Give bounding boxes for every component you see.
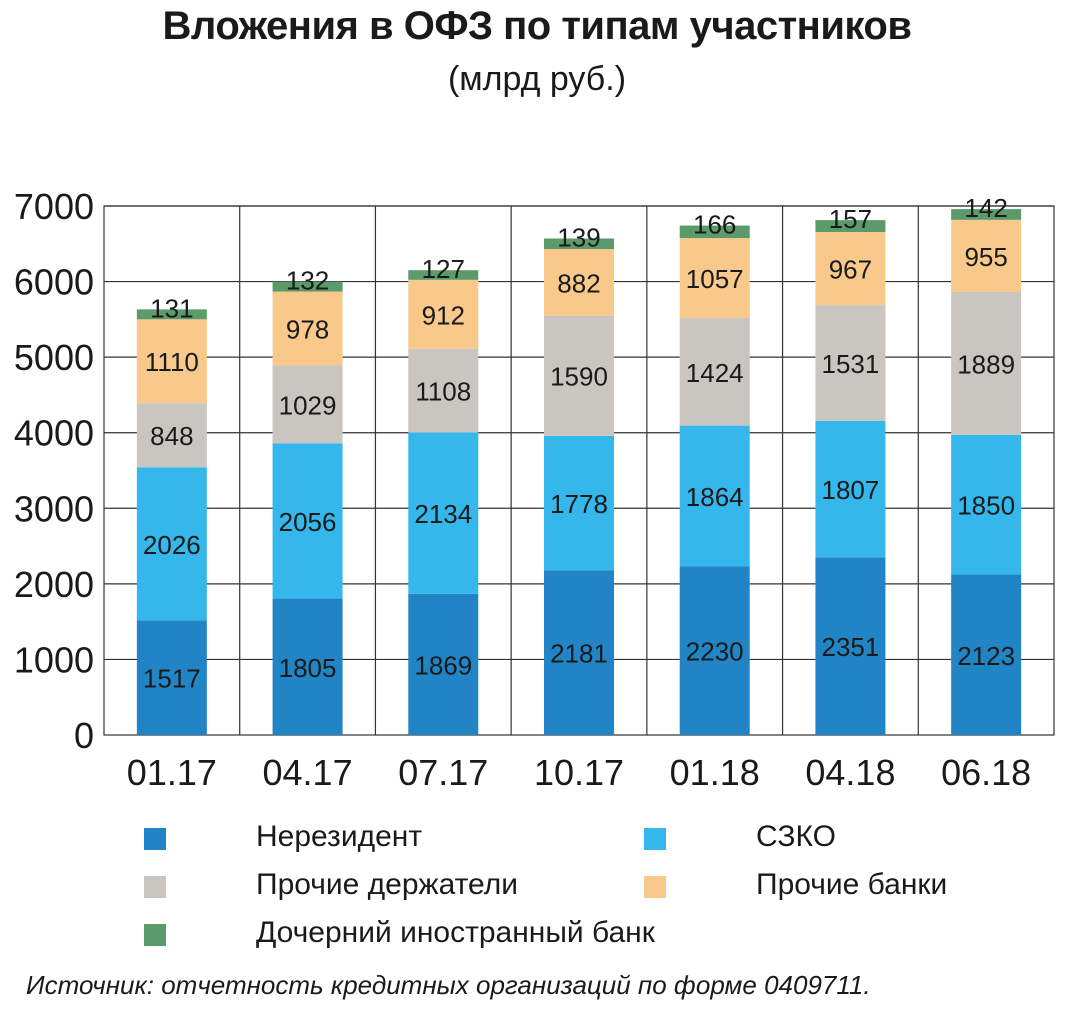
data-label: 1517 xyxy=(143,664,201,694)
data-label: 131 xyxy=(150,293,193,323)
y-tick-label: 3000 xyxy=(14,488,94,529)
bar-segment xyxy=(136,309,207,320)
data-label: 132 xyxy=(286,266,329,296)
bar-segment xyxy=(815,231,886,306)
data-label: 2181 xyxy=(550,639,608,669)
bar-segment xyxy=(408,279,479,349)
x-tick-label: 01.18 xyxy=(670,752,760,793)
bar-segment xyxy=(136,403,207,468)
y-tick-label: 2000 xyxy=(14,564,94,605)
legend-label: СЗКО xyxy=(756,820,836,853)
bar-segment xyxy=(544,315,614,436)
legend-label: Прочие банки xyxy=(756,868,948,901)
data-label: 978 xyxy=(286,315,329,345)
data-label: 139 xyxy=(557,222,600,252)
x-tick-label: 01.17 xyxy=(127,752,217,793)
data-label: 1864 xyxy=(686,482,744,512)
x-tick-label: 10.17 xyxy=(534,752,624,793)
data-label: 142 xyxy=(964,193,1007,223)
data-label: 1778 xyxy=(550,489,608,519)
bar-segment xyxy=(815,557,886,735)
data-label: 1850 xyxy=(957,491,1015,521)
bar-segment xyxy=(272,365,343,444)
legend-label: Прочие держатели xyxy=(256,868,519,901)
bar-segment xyxy=(408,593,479,735)
data-label: 848 xyxy=(150,421,193,451)
data-label: 2134 xyxy=(414,499,472,529)
data-label: 912 xyxy=(422,300,465,330)
y-tick-label: 4000 xyxy=(14,413,94,454)
bar-segment xyxy=(272,291,343,366)
data-label: 955 xyxy=(964,242,1007,272)
bar-segment xyxy=(951,209,1022,220)
bar-segment xyxy=(408,432,479,594)
chart-subtitle: (млрд руб.) xyxy=(447,60,627,98)
source-note: Источник: отчетность кредитных организац… xyxy=(26,970,871,1000)
bar-segment xyxy=(272,443,343,599)
y-tick-label: 0 xyxy=(74,715,94,756)
data-label: 1057 xyxy=(686,264,744,294)
chart-title: Вложения в ОФЗ по типам участников xyxy=(162,4,912,48)
bar-segment xyxy=(679,238,750,318)
data-label: 1889 xyxy=(957,349,1015,379)
bar-segment xyxy=(679,566,750,735)
bar-segment xyxy=(815,420,886,558)
bar-segment xyxy=(951,219,1022,293)
data-label: 2123 xyxy=(957,641,1015,671)
legend-swatch xyxy=(644,828,666,850)
bar-segment xyxy=(544,435,614,571)
legend-label: Дочерний иностранный банк xyxy=(256,916,655,949)
bar-segment xyxy=(136,319,207,404)
data-label: 1029 xyxy=(279,390,337,420)
x-tick-label: 06.18 xyxy=(941,752,1031,793)
bar-segment xyxy=(408,270,479,280)
data-label: 2351 xyxy=(822,632,880,662)
bar-segment xyxy=(679,225,750,239)
data-label: 1110 xyxy=(145,347,199,377)
x-tick-label: 04.17 xyxy=(263,752,353,793)
bar-segment xyxy=(544,570,614,735)
data-label: 1424 xyxy=(686,358,744,388)
bar-segment xyxy=(951,292,1022,435)
bar-segment xyxy=(679,317,750,426)
data-label: 2026 xyxy=(143,530,201,560)
data-label: 2230 xyxy=(686,637,744,667)
data-label: 1869 xyxy=(414,650,472,680)
data-label: 1531 xyxy=(822,349,880,379)
x-tick-label: 07.17 xyxy=(398,752,488,793)
legend-swatch xyxy=(144,828,166,850)
bar-segment xyxy=(679,425,750,567)
legend-swatch xyxy=(144,876,166,898)
y-tick-label: 7000 xyxy=(14,186,94,227)
data-label: 1805 xyxy=(279,653,337,683)
bar-segment xyxy=(136,467,207,621)
bar-segment xyxy=(951,574,1022,735)
bar-segment xyxy=(815,305,886,421)
bar-segment xyxy=(272,281,343,292)
y-tick-label: 1000 xyxy=(14,639,94,680)
bar-segment xyxy=(815,220,886,232)
data-label: 127 xyxy=(422,254,465,284)
bar-segment xyxy=(408,348,479,433)
bar-segment xyxy=(544,249,614,316)
bar-segment xyxy=(272,598,343,735)
x-tick-label: 04.18 xyxy=(805,752,895,793)
data-label: 157 xyxy=(829,204,872,234)
y-tick-label: 5000 xyxy=(14,337,94,378)
bar-segment xyxy=(951,434,1022,575)
bar-segment xyxy=(544,238,614,250)
data-label: 967 xyxy=(829,255,872,285)
bar-segment xyxy=(136,620,207,735)
legend-swatch xyxy=(144,924,166,946)
y-tick-label: 6000 xyxy=(14,262,94,303)
data-label: 1807 xyxy=(822,475,880,505)
data-label: 2056 xyxy=(279,507,337,537)
legend-swatch xyxy=(644,876,666,898)
legend-label: Нерезидент xyxy=(256,820,423,853)
data-label: 882 xyxy=(557,268,600,298)
data-label: 1108 xyxy=(415,377,471,407)
data-label: 166 xyxy=(693,210,736,240)
data-label: 1590 xyxy=(550,362,608,392)
